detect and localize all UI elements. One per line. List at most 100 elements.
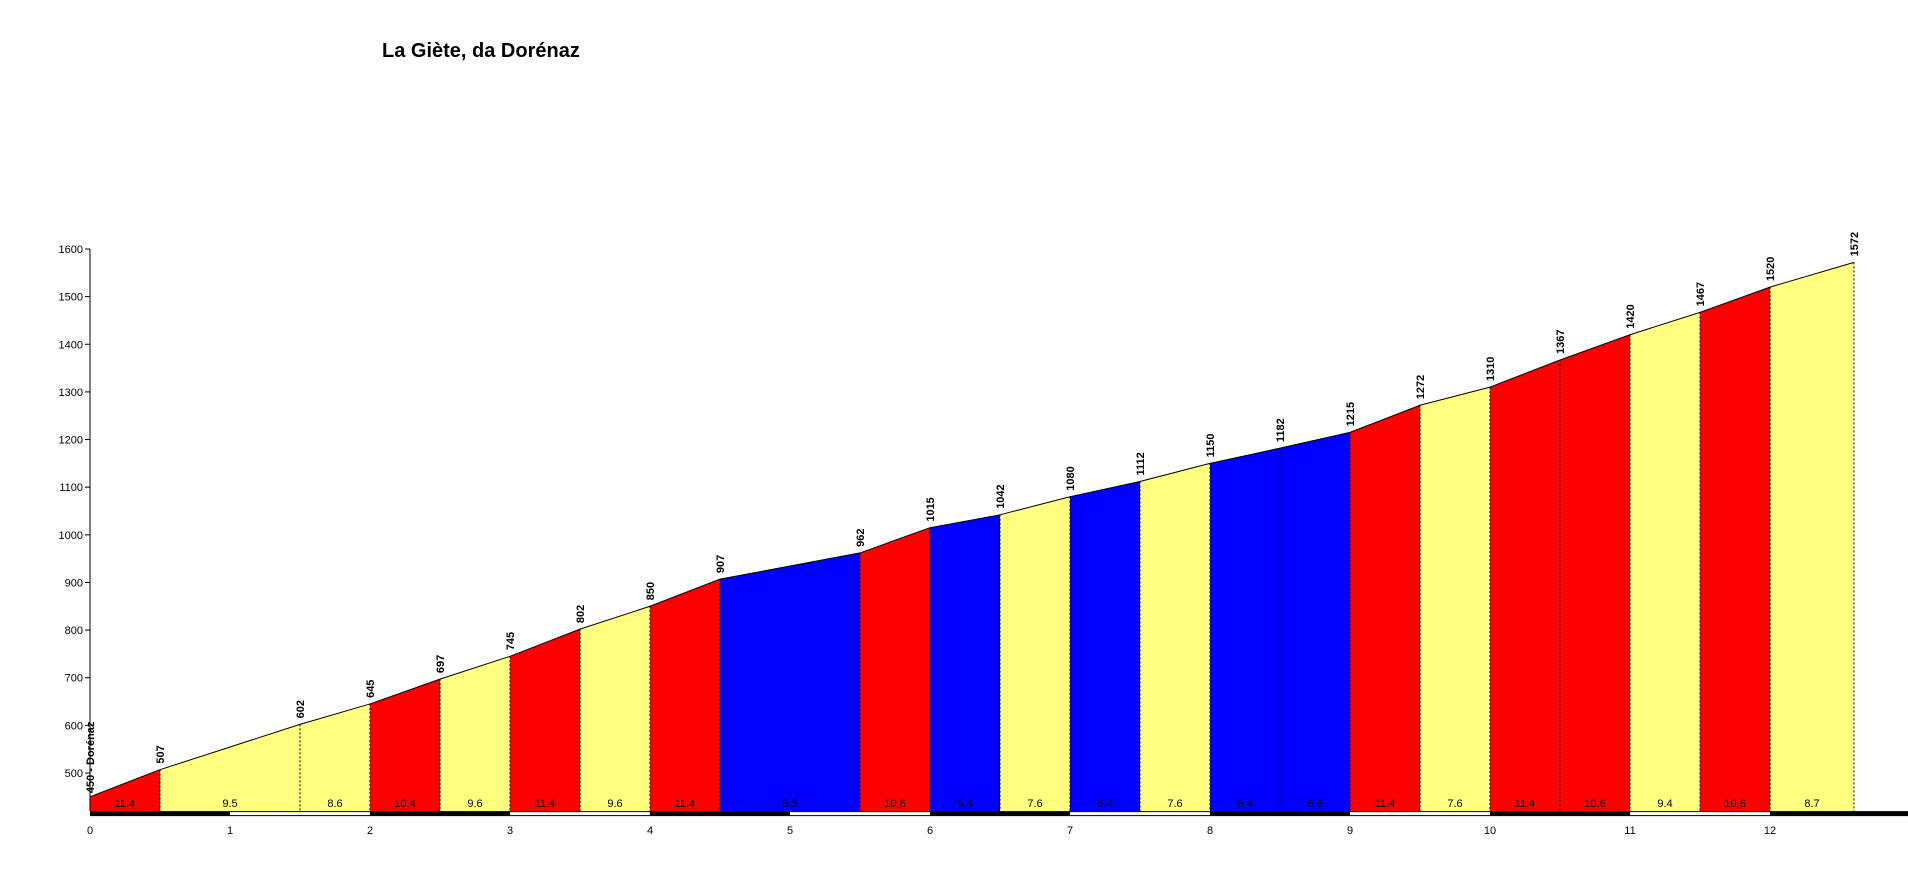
gradient-label: 5.4	[957, 798, 972, 810]
altitude-label: 1367	[1555, 330, 1567, 354]
altitude-label: 1182	[1275, 418, 1287, 442]
altitude-label: 802	[575, 605, 587, 623]
chart-title: La Giète, da Dorénaz	[382, 40, 580, 62]
altitude-label: 907	[715, 555, 727, 573]
gradient-label: 10.6	[884, 798, 905, 810]
x-axis-strip	[1630, 812, 1770, 816]
altitude-label: 850	[645, 582, 657, 600]
segment-area	[1210, 448, 1280, 812]
gradient-labels: 11.4 9.5 8.6 10.4 9.6 11.4 9.6 11.4 5.5 10.6 5.4 7.…	[115, 798, 1820, 810]
y-tick-label: 1000	[59, 530, 83, 542]
x-tick-label: 4	[647, 825, 653, 837]
altitude-label: 1042	[995, 484, 1007, 508]
segment-area	[1420, 387, 1490, 812]
x-tick-label: 2	[367, 825, 373, 837]
x-tick-label: 8	[1207, 825, 1213, 837]
segment-area	[720, 552, 860, 812]
segment-area	[160, 724, 300, 812]
y-tick-label: 1600	[59, 244, 83, 256]
x-tick-label: 9	[1347, 825, 1353, 837]
x-axis-strip	[1070, 812, 1210, 816]
segment-area	[1490, 359, 1560, 812]
segment-area	[1770, 262, 1854, 812]
gradient-label: 10.4	[394, 798, 415, 810]
gradient-label: 11.4	[1375, 798, 1396, 810]
profile-outline	[89, 261, 1855, 798]
segment-area	[580, 606, 650, 812]
gradient-label: 11.4	[675, 798, 696, 810]
segment-area	[1560, 334, 1630, 812]
x-tick-label: 10	[1484, 825, 1496, 837]
x-axis-strip	[230, 812, 370, 816]
y-tick-label: 900	[65, 577, 83, 589]
gradient-label: 10.6	[1724, 798, 1745, 810]
altitude-label: 1015	[925, 497, 937, 521]
segment-area	[440, 656, 510, 812]
altitude-labels: 507 602 645 697 745 802 850 907 962 1015 1042 1080 1…	[85, 232, 1861, 793]
segment-area	[510, 629, 580, 812]
x-tick-label: 11	[1624, 825, 1635, 837]
gradient-label: 9.5	[222, 798, 237, 810]
gradient-label: 8.6	[327, 798, 342, 810]
x-tick-label: 6	[927, 825, 933, 837]
segment-area	[370, 679, 440, 812]
altitude-label: 1520	[1765, 257, 1777, 281]
gradient-label: 6.4	[1237, 798, 1252, 810]
segment-area	[1350, 405, 1420, 812]
x-tick-label: 12	[1764, 825, 1776, 837]
segment-area	[650, 579, 720, 812]
altitude-label: 1272	[1415, 375, 1427, 399]
altitude-label: 697	[435, 655, 447, 673]
y-tick-label: 1400	[59, 339, 83, 351]
altitude-label: 1150	[1205, 433, 1217, 457]
axes: 5006007008009001000110012001300140015001…	[59, 244, 1908, 837]
segment-area	[300, 703, 370, 812]
y-tick-label: 1100	[59, 482, 83, 494]
x-tick-label: 3	[507, 825, 513, 837]
gradient-label: 9.6	[467, 798, 482, 810]
gradient-label: 6.6	[1307, 798, 1322, 810]
altitude-label: 1420	[1625, 304, 1637, 328]
y-tick-label: 800	[65, 625, 83, 637]
gradient-label: 7.6	[1167, 798, 1182, 810]
segment-area	[1000, 496, 1070, 812]
gradient-label: 9.6	[607, 798, 622, 810]
gradient-label: 10.6	[1584, 798, 1605, 810]
gradient-label: 5.5	[782, 798, 797, 810]
gradient-label: 11.4	[1515, 798, 1536, 810]
y-tick-label: 700	[65, 673, 83, 685]
segment-area	[930, 514, 1000, 812]
altitude-label: 1572	[1849, 232, 1861, 256]
segment-area	[1140, 463, 1210, 812]
segment-area	[1630, 312, 1700, 812]
altitude-label: 645	[365, 680, 377, 698]
segment-area	[1700, 287, 1770, 812]
gradient-label: 7.6	[1027, 798, 1042, 810]
segment-areas	[90, 262, 1854, 812]
x-tick-label: 1	[227, 825, 233, 837]
y-tick-label: 1200	[59, 435, 83, 447]
altitude-label: 1112	[1135, 452, 1147, 475]
altitude-label: 962	[855, 529, 867, 547]
altitude-label: 1467	[1695, 282, 1707, 306]
x-tick-label: 7	[1067, 825, 1073, 837]
segment-dividers	[159, 262, 1855, 812]
altitude-label: 745	[505, 632, 517, 650]
gradient-label: 7.6	[1447, 798, 1462, 810]
x-axis-strip	[510, 812, 650, 816]
x-tick-label: 0	[87, 825, 93, 837]
gradient-label: 11.4	[535, 798, 556, 810]
gradient-label: 9.4	[1657, 798, 1672, 810]
x-axis-bar	[90, 811, 1908, 817]
altitude-label: 602	[295, 700, 307, 718]
gradient-label: 11.4	[115, 798, 136, 810]
segment-area	[860, 527, 930, 812]
y-tick-label: 500	[65, 768, 83, 780]
x-axis-strip	[790, 812, 930, 816]
altitude-label: 1080	[1065, 466, 1077, 490]
y-tick-label: 600	[65, 720, 83, 732]
segment-area	[1280, 432, 1350, 812]
segment-area	[90, 769, 160, 812]
